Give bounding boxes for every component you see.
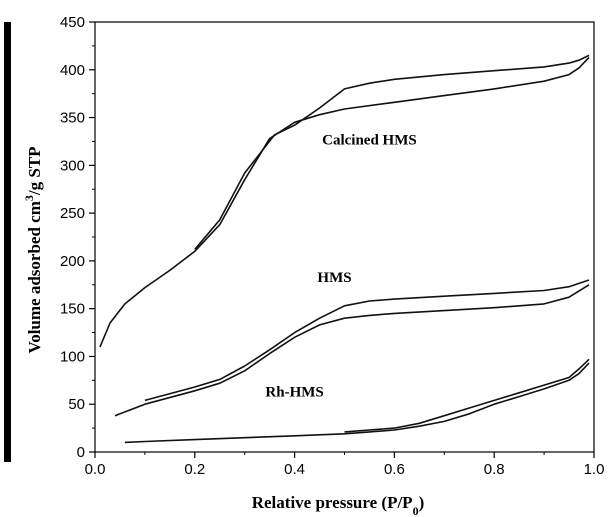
y-tick-label: 150: [60, 301, 85, 318]
tick-labels: 0.0 0.2 0.4 0.6 0.8 1.0 0 50 100 150 200 250 300 350 4…: [60, 14, 604, 478]
y-tick-label: 300: [60, 157, 85, 174]
series-line-calcined-desorption: [194, 54, 590, 250]
series-line-hms-adsorption: [114, 284, 590, 417]
series-line-rh-hms-desorption: [344, 358, 590, 433]
annotation-label: HMS: [317, 270, 351, 286]
series-line-rh-hms-adsorption: [124, 362, 590, 444]
series-group: [99, 54, 590, 444]
y-tick-label: 200: [60, 253, 85, 270]
x-tick-label: 0.2: [184, 461, 205, 478]
x-tick-label: 0.0: [85, 461, 106, 478]
axis-ticks: [89, 21, 595, 458]
annotations: Calcined HMS HMS Rh-HMS: [265, 132, 416, 400]
series-line-calcined-adsorption: [99, 56, 590, 348]
plot-frame: [94, 21, 595, 453]
annotation-label: Calcined HMS: [322, 132, 417, 148]
y-tick-label: 50: [68, 396, 85, 413]
x-tick-label: 1.0: [584, 461, 605, 478]
x-tick-label: 0.4: [284, 461, 305, 478]
y-tick-label: 0: [77, 444, 85, 461]
x-axis-title: Relative pressure (P/P0): [252, 493, 425, 517]
y-tick-label: 450: [60, 14, 85, 31]
y-axis-title: Volume adsorbed cm3/g STP: [22, 146, 44, 353]
y-tick-label: 250: [60, 205, 85, 222]
y-tick-label: 100: [60, 348, 85, 365]
y-tick-label: 400: [60, 62, 85, 79]
x-tick-label: 0.6: [384, 461, 405, 478]
y-tick-label: 350: [60, 110, 85, 127]
x-tick-label: 0.8: [484, 461, 505, 478]
plot-frame-rect: [94, 21, 595, 453]
annotation-label: Rh-HMS: [265, 385, 323, 401]
left-border-bar: [4, 22, 11, 462]
series-line-hms-desorption: [144, 279, 590, 402]
